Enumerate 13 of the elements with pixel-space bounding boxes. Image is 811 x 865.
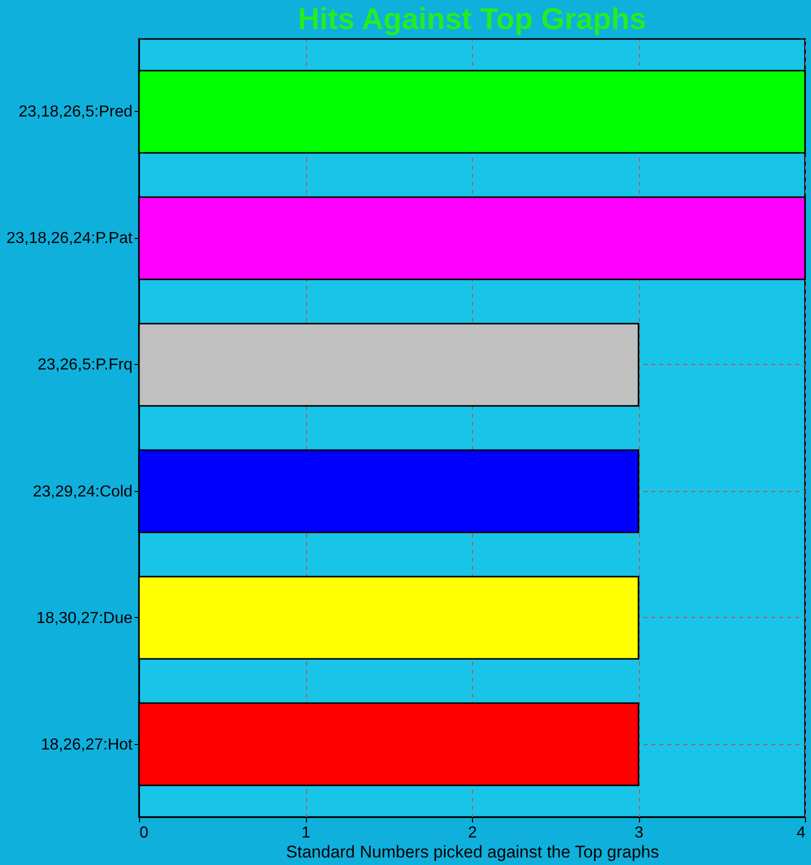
x-tick-label: 4 (796, 824, 806, 842)
y-tick-label: 18,30,27:Due (36, 610, 133, 627)
y-tick-label: 18,26,27:Hot (40, 736, 134, 754)
x-axis-title: Standard Numbers picked against the Top graphs (286, 842, 659, 862)
y-tick-label: 23,26,5:P.Frq (38, 356, 132, 374)
chart-title: Hits Against Top Graphs (298, 3, 646, 36)
x-tick-label: 2 (468, 824, 478, 842)
y-tick-label: 23,18,26,5:Pred (18, 104, 132, 121)
x-tick-label: 0 (140, 824, 148, 842)
y-tick-label: 23,29,24:Cold (32, 483, 132, 500)
y-tick-label: 23,18,26,24:P.Pat (6, 230, 134, 248)
x-tick-label: 3 (634, 824, 644, 842)
x-tick-label: 1 (302, 824, 311, 842)
